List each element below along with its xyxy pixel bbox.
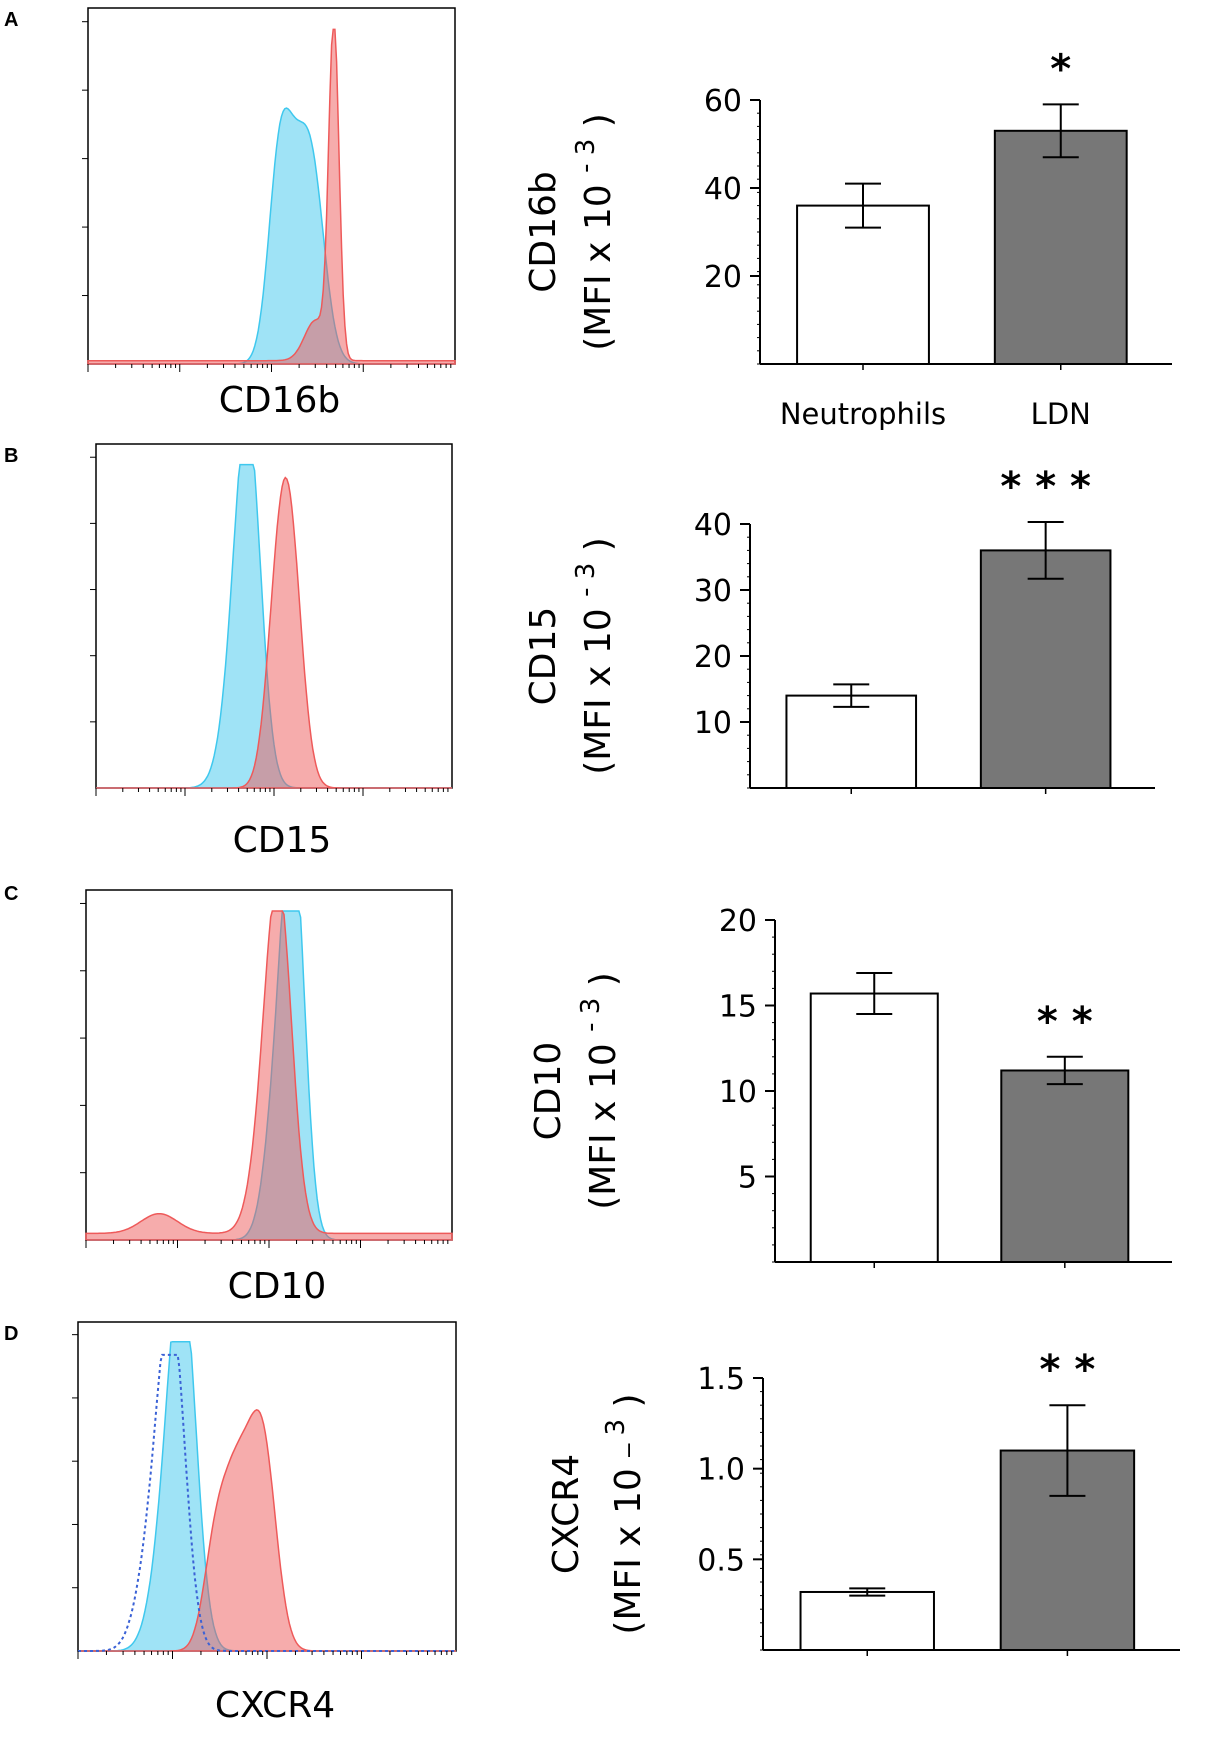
histogram-x-label: CD15 <box>233 820 332 861</box>
histogram-curve-red <box>78 1408 456 1652</box>
histogram-curve-red <box>96 476 452 789</box>
histogram-x-label: CD10 <box>228 1266 327 1307</box>
histogram-cd10: CD10 <box>80 889 453 1307</box>
bar-y-label-unit: (MFI x 10 _ 3 ) <box>601 1393 649 1634</box>
bar-y-tick-label: 5 <box>738 1161 757 1196</box>
bar-chart-cd15: 10 20 30 40 * * * CD15 (MFI x 10 - 3 ) <box>523 464 1155 794</box>
bar-y-tick-label: 20 <box>694 640 732 675</box>
bar-y-label-marker: CXCR4 <box>546 1454 587 1574</box>
bar-y-tick-label: 10 <box>719 1075 757 1110</box>
bar-y-label-marker: CD15 <box>523 607 564 706</box>
bar-y-tick-label: 10 <box>694 706 732 741</box>
histogram-cxcr4: CXCR4 <box>72 1321 457 1726</box>
bar-neutrophils <box>809 992 939 1264</box>
histogram-x-label: CD16b <box>219 380 341 421</box>
histogram-curve-red <box>87 28 456 365</box>
bar-y-label-unit: (MFI x 10 - 3 ) <box>571 113 619 351</box>
histogram-cd15: CD15 <box>90 443 453 861</box>
significance-marker: * * <box>1037 999 1093 1045</box>
bar-chart-cd10: 5 10 15 20 * * CD10 (MFI x 10 - 3 ) <box>528 904 1172 1268</box>
bar-neutrophils <box>785 694 918 789</box>
bar-ldn <box>979 549 1112 790</box>
histogram-cd16b: CD16b <box>82 7 456 421</box>
category-label-neutrophils: Neutrophils <box>780 397 946 431</box>
histogram-curve-red <box>85 910 453 1241</box>
bar-y-tick-label: 1.0 <box>697 1453 745 1488</box>
bar-y-label-unit: (MFI x 10 - 3 ) <box>576 972 624 1210</box>
panel-letter-c: C <box>4 883 18 905</box>
bar-chart-cxcr4: 0.5 1.0 1.5 * * CXCR4 (MFI x 10 _ 3 ) <box>546 1347 1180 1656</box>
bar-ldn <box>993 129 1128 365</box>
bar-neutrophils <box>796 204 930 365</box>
bar-y-tick-label: 15 <box>719 990 757 1025</box>
bar-y-tick-label: 30 <box>694 574 732 609</box>
significance-marker: * <box>1050 46 1071 92</box>
bar-y-tick-label: 40 <box>704 172 742 207</box>
bar-y-label-marker: CD16b <box>523 171 564 293</box>
bar-y-tick-label: 60 <box>704 84 742 119</box>
bar-ldn <box>1000 1069 1130 1263</box>
panel-letter-a: A <box>4 9 18 31</box>
panel-letter-b: B <box>4 445 18 467</box>
significance-marker: * * * <box>1000 464 1091 510</box>
panel-d: D CXCR4 0.5 1.0 1.5 * * CXCR4 (MFI x 10 _ 3 ) <box>4 1321 1180 1726</box>
significance-marker: * * <box>1040 1347 1096 1393</box>
bar-y-tick-label: 0.5 <box>697 1543 745 1578</box>
bar-y-label-unit: (MFI x 10 - 3 ) <box>571 537 619 775</box>
panel-letter-d: D <box>4 1323 18 1345</box>
bar-neutrophils <box>799 1590 935 1652</box>
bar-y-tick-label: 20 <box>704 260 742 295</box>
bar-y-tick-label: 1.5 <box>697 1362 745 1397</box>
histogram-x-label: CXCR4 <box>215 1685 335 1726</box>
bar-chart-cd16b: 20 40 60 Neutrophils * LDN CD16b (MFI x 10 - 3 … <box>523 46 1172 431</box>
bar-y-label-marker: CD10 <box>528 1042 569 1141</box>
bar-y-tick-label: 20 <box>719 904 757 939</box>
category-label-ldn: LDN <box>1031 397 1091 431</box>
bar-y-tick-label: 40 <box>694 508 732 543</box>
